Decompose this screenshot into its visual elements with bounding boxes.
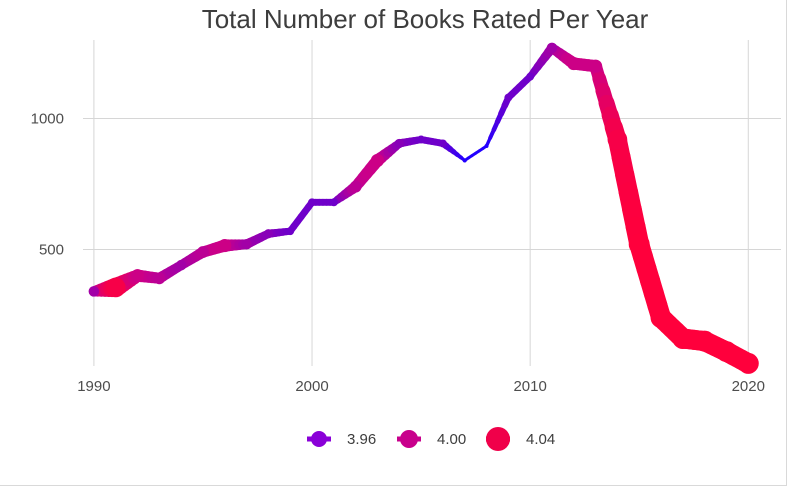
legend-label: 3.96 <box>347 431 376 448</box>
x-tick-label: 2000 <box>295 378 328 395</box>
grid-lines <box>83 40 781 366</box>
x-axis-ticks: 1990 2000 2010 2020 <box>77 378 765 395</box>
data-point <box>672 328 694 350</box>
data-point <box>329 198 338 207</box>
data-point <box>526 72 535 81</box>
data-point <box>628 233 650 255</box>
data-point <box>650 307 672 329</box>
data-point <box>694 330 716 352</box>
data-line <box>88 42 759 374</box>
legend-key-point <box>486 427 510 451</box>
data-point <box>286 227 295 236</box>
data-point <box>241 238 252 250</box>
data-point <box>218 238 232 253</box>
x-tick-label: 2010 <box>513 378 546 395</box>
data-point <box>715 341 737 363</box>
data-point <box>197 246 209 259</box>
data-point <box>438 139 447 148</box>
data-point <box>546 42 558 54</box>
data-point <box>737 352 759 374</box>
data-point <box>153 272 166 285</box>
data-point <box>88 286 100 297</box>
y-tick-label: 1000 <box>31 111 64 128</box>
legend: 3.96 4.00 4.04 <box>307 427 555 451</box>
data-point <box>175 259 187 271</box>
data-point <box>484 144 489 149</box>
legend-label: 4.00 <box>437 431 466 448</box>
data-point <box>370 153 385 168</box>
data-point <box>394 138 404 149</box>
chart-title: Total Number of Books Rated Per Year <box>202 4 649 34</box>
data-point <box>589 59 603 73</box>
legend-label: 4.04 <box>526 431 555 448</box>
legend-key-point <box>311 431 327 447</box>
data-point <box>417 135 426 144</box>
data-point <box>462 158 467 163</box>
data-point <box>130 269 145 283</box>
data-point <box>567 56 581 71</box>
data-point <box>607 129 628 150</box>
y-axis-ticks: 500 1000 <box>31 111 64 259</box>
data-point <box>349 180 362 193</box>
data-point <box>504 93 513 102</box>
legend-key-point <box>400 430 418 448</box>
data-point <box>308 198 316 207</box>
data-point <box>263 229 274 239</box>
data-point <box>105 277 126 298</box>
x-tick-label: 1990 <box>77 378 110 395</box>
x-tick-label: 2020 <box>732 378 765 395</box>
y-tick-label: 500 <box>39 241 64 258</box>
